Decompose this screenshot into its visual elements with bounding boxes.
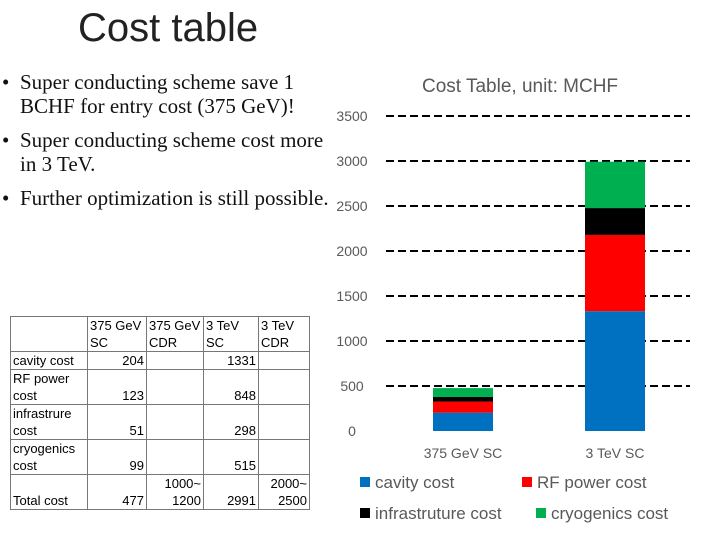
x-category-label: 3 TeV SC bbox=[586, 445, 645, 461]
row-label: Total cost bbox=[10, 474, 88, 510]
y-tick-label: 1500 bbox=[336, 288, 367, 304]
bullet-item: Super conducting scheme cost more in 3 T… bbox=[2, 128, 332, 176]
row-label: cavity cost bbox=[10, 351, 88, 370]
bar-segment bbox=[585, 161, 645, 209]
table-cell: 1331 bbox=[203, 351, 259, 370]
table-cell bbox=[146, 369, 204, 405]
legend-label: RF power cost bbox=[537, 473, 647, 492]
row-label: infrastrure cost bbox=[10, 404, 88, 440]
table-cell: 298 bbox=[203, 404, 259, 440]
chart-title: Cost Table, unit: MCHF bbox=[422, 76, 618, 97]
bar-segment bbox=[585, 311, 645, 431]
y-tick-label: 0 bbox=[348, 423, 356, 439]
table-row-total: Total cost 477 1000~ 1200 2991 2000~ 250… bbox=[10, 474, 310, 510]
table-cell: 515 bbox=[203, 439, 259, 475]
table-row: cavity cost 204 1331 bbox=[10, 351, 310, 370]
y-tick-label: 2500 bbox=[336, 198, 367, 214]
bar-segment bbox=[433, 396, 493, 402]
table-row: cryogenics cost 99 515 bbox=[10, 439, 310, 475]
table-cell bbox=[146, 351, 204, 370]
y-tick-label: 500 bbox=[340, 378, 364, 394]
table-row: RF power cost 123 848 bbox=[10, 369, 310, 405]
legend-swatch bbox=[360, 508, 370, 518]
row-label: cryogenics cost bbox=[10, 439, 88, 475]
legend-label: cryogenics cost bbox=[551, 504, 668, 523]
bullet-item: Super conducting scheme save 1 BCHF for … bbox=[2, 70, 332, 118]
table-corner-cell bbox=[10, 316, 88, 352]
stacked-bar-chart: Cost Table, unit: MCHF 0 500 1000 1500 2000 2… bbox=[336, 76, 690, 523]
table-cell bbox=[258, 404, 310, 440]
y-tick-label: 3500 bbox=[336, 108, 367, 124]
column-header: 3 TeV SC bbox=[203, 316, 259, 352]
legend-swatch bbox=[536, 508, 546, 518]
table-cell: 2991 bbox=[203, 474, 259, 510]
table-cell: 477 bbox=[87, 474, 147, 510]
column-header: 375 GeV CDR bbox=[146, 316, 204, 352]
table-cell: 51 bbox=[87, 404, 147, 440]
legend-swatch bbox=[360, 477, 370, 487]
bar-segment bbox=[433, 412, 493, 431]
y-tick-label: 2000 bbox=[336, 243, 367, 259]
column-header: 3 TeV CDR bbox=[258, 316, 310, 352]
table-cell bbox=[258, 439, 310, 475]
bullet-list: Super conducting scheme save 1 BCHF for … bbox=[2, 70, 332, 220]
table-cell bbox=[258, 351, 310, 370]
y-tick-label: 3000 bbox=[336, 153, 367, 169]
bar-segment bbox=[585, 234, 645, 312]
table-row: infrastrure cost 51 298 bbox=[10, 404, 310, 440]
y-tick-label: 1000 bbox=[336, 333, 367, 349]
legend-label: infrastruture cost bbox=[375, 504, 502, 523]
bullet-item: Further optimization is still possible. bbox=[2, 186, 332, 210]
table-cell bbox=[146, 439, 204, 475]
row-label: RF power cost bbox=[10, 369, 88, 405]
table-cell: 848 bbox=[203, 369, 259, 405]
table-header-row: 375 GeV SC 375 GeV CDR 3 TeV SC 3 TeV CD… bbox=[10, 316, 310, 352]
column-header: 375 GeV SC bbox=[87, 316, 147, 352]
table-cell: 1000~ 1200 bbox=[146, 474, 204, 510]
legend-label: cavity cost bbox=[375, 473, 455, 492]
legend-swatch bbox=[522, 477, 532, 487]
x-category-label: 375 GeV SC bbox=[424, 445, 503, 461]
table-cell: 204 bbox=[87, 351, 147, 370]
slide-title: Cost table bbox=[78, 6, 259, 50]
table-cell bbox=[258, 369, 310, 405]
table-cell bbox=[146, 404, 204, 440]
table-cell: 123 bbox=[87, 369, 147, 405]
bar-segment bbox=[585, 208, 645, 235]
table-cell: 2000~ 2500 bbox=[258, 474, 310, 510]
table-cell: 99 bbox=[87, 439, 147, 475]
bar-segment bbox=[433, 401, 493, 413]
bar-segment bbox=[433, 388, 493, 397]
cost-table: 375 GeV SC 375 GeV CDR 3 TeV SC 3 TeV CD… bbox=[10, 316, 310, 510]
